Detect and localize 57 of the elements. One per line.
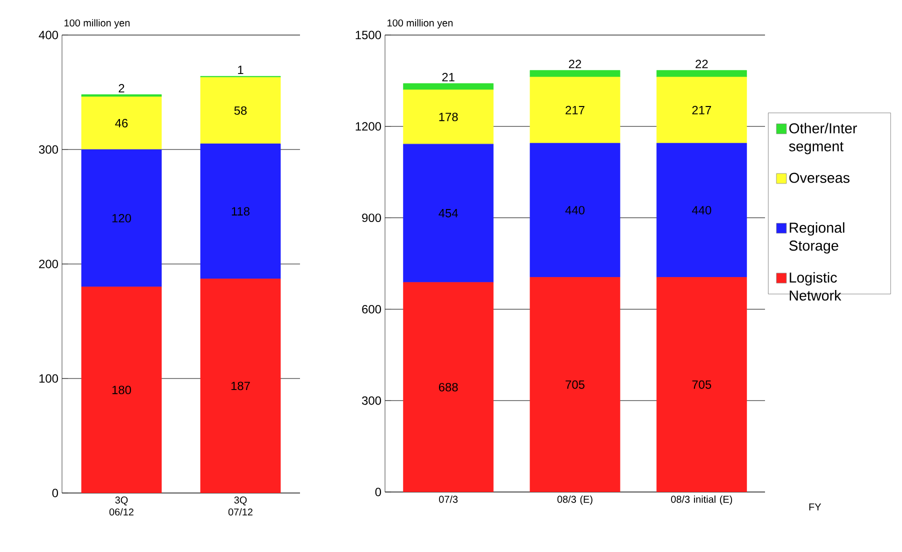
legend-label: Overseas <box>789 172 850 183</box>
y-tick-label: 900 <box>362 214 382 222</box>
data-label: 217 <box>692 106 712 114</box>
y-tick-label: 200 <box>39 260 58 268</box>
data-label: 454 <box>438 209 458 218</box>
bar <box>81 94 162 98</box>
y-tick-label: 300 <box>38 145 58 154</box>
x-tick-label: 08/3 initial (E) <box>671 496 732 505</box>
y-tick-label: 1500 <box>356 30 382 40</box>
legend-label: Logistic Network <box>790 272 842 301</box>
data-label: 46 <box>115 118 128 128</box>
data-label: 21 <box>442 72 454 82</box>
bar <box>200 77 281 144</box>
y-tick-label: 0 <box>52 488 58 498</box>
y-tick-label: 600 <box>362 304 382 314</box>
data-label: 440 <box>565 206 585 214</box>
x-axis-title: FY <box>809 504 822 510</box>
x-tick-label: 3Q 07/12 <box>228 496 252 516</box>
y-tick-label: 0 <box>375 488 382 496</box>
bar <box>530 142 620 278</box>
data-label: 180 <box>112 386 132 394</box>
bar <box>403 83 494 90</box>
legend-label: Regional Storage <box>789 222 844 254</box>
legend-label: Other/Inter segment <box>789 122 857 154</box>
y-axis-title: 100 million yen <box>388 19 453 28</box>
bar <box>656 142 747 278</box>
y-tick-label: 400 <box>38 30 58 40</box>
bar <box>530 70 620 78</box>
bar <box>656 76 747 144</box>
bar <box>403 144 494 283</box>
data-label: 705 <box>692 380 712 389</box>
y-tick-label: 300 <box>362 396 382 405</box>
bar <box>530 76 620 144</box>
data-label: 178 <box>439 112 458 122</box>
data-label: 187 <box>231 382 250 390</box>
y-tick-label: 1200 <box>356 122 382 131</box>
bar <box>656 70 747 78</box>
data-label: 2 <box>118 84 124 92</box>
data-label: 22 <box>568 60 582 68</box>
data-label: 22 <box>696 60 708 68</box>
data-label: 688 <box>438 382 458 392</box>
x-tick-label: 08/3 (E) <box>557 496 592 505</box>
data-label: 120 <box>112 214 132 222</box>
data-label: 1 <box>238 66 244 74</box>
bar <box>81 149 162 288</box>
data-label: 440 <box>692 206 712 214</box>
y-tick-label: 100 <box>39 374 58 383</box>
data-label: 217 <box>566 106 584 114</box>
x-tick-label: 07/3 <box>439 496 458 503</box>
bar <box>403 90 494 144</box>
data-label: 58 <box>234 106 247 115</box>
bar <box>200 144 281 280</box>
y-axis-title: 100 million yen <box>64 19 130 28</box>
x-tick-label: 3Q 06/12 <box>109 496 134 516</box>
data-label: 118 <box>232 207 250 216</box>
data-label: 705 <box>566 380 584 389</box>
bar <box>81 96 162 150</box>
